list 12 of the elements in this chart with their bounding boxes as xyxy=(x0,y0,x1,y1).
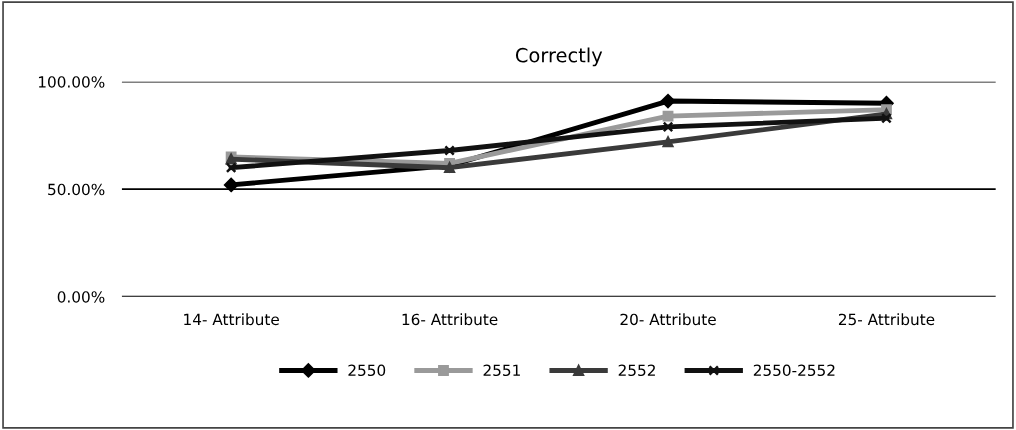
y-tick-label: 100.00% xyxy=(38,76,105,88)
y-tick-label: 50.00% xyxy=(48,183,105,196)
legend-label: 2552 xyxy=(618,364,655,377)
x-tick-label: 20- Attribute xyxy=(620,313,716,326)
legend-label: 2551 xyxy=(483,364,520,377)
y-tick-label: 0.00% xyxy=(57,291,105,303)
x-tick-label: 25- Attribute xyxy=(838,313,935,326)
x-tick-label: 14- Attribute xyxy=(184,313,279,326)
legend-label: 2550 xyxy=(348,364,386,377)
legend-label: 2550-2552 xyxy=(753,364,835,377)
chart-title: Correctly xyxy=(515,47,603,67)
x-tick-label: 16- Attribute xyxy=(402,313,498,326)
